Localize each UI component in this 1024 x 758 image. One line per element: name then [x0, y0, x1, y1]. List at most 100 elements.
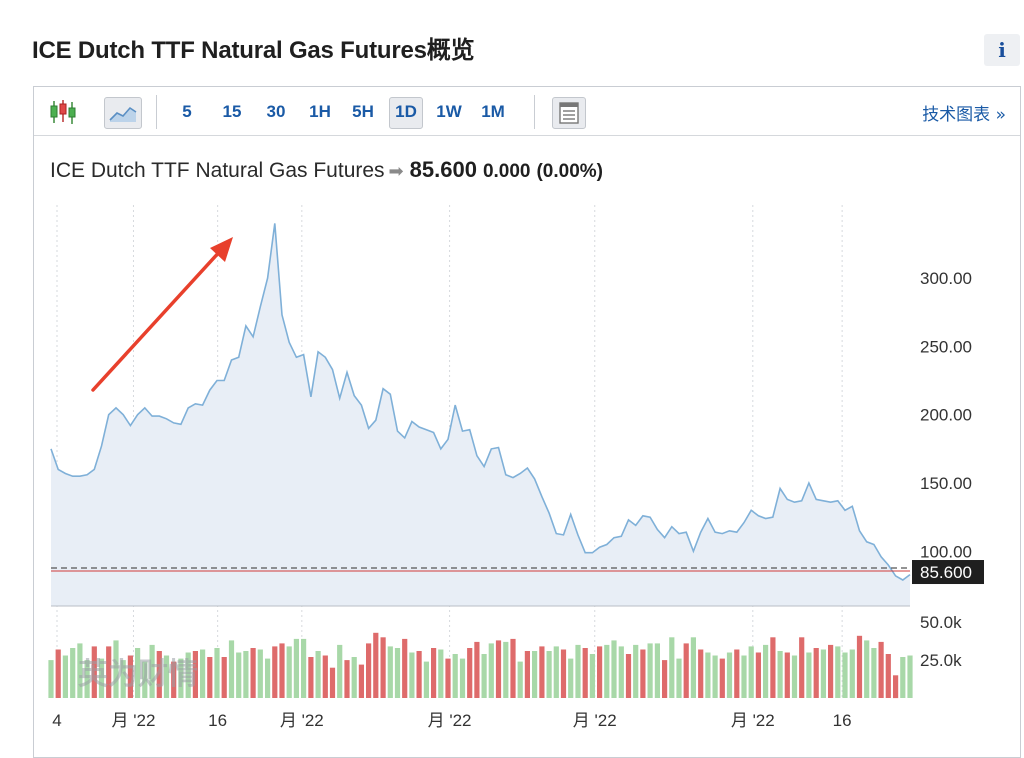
volume-bar — [849, 649, 855, 698]
volume-bar — [842, 652, 848, 698]
volume-bar — [286, 646, 292, 698]
volume-bar — [568, 658, 574, 698]
chart-toolbar: 5 15 30 1H 5H 1D 1W 1M 技术图表 » — [34, 87, 1020, 136]
volume-bar — [871, 648, 877, 698]
volume-bar — [799, 637, 805, 698]
table-view-icon[interactable] — [552, 97, 586, 129]
volume-bar — [98, 658, 105, 698]
toolbar-separator — [534, 95, 535, 129]
area-chart-icon[interactable] — [104, 97, 142, 129]
interval-1w[interactable]: 1W — [436, 102, 462, 121]
price-volume-chart: 300.00 250.00 200.00 150.00 100.00 85.600 50.0… — [48, 205, 984, 730]
interval-1d[interactable]: 1D — [389, 97, 423, 129]
volume-bar — [835, 646, 841, 698]
volume-bar — [575, 644, 581, 698]
interval-15[interactable]: 15 — [222, 102, 242, 121]
volume-bar — [70, 648, 76, 698]
quote-line: ICE Dutch TTF Natural Gas Futures ➡ 85.600… — [50, 157, 603, 183]
volume-bar — [784, 652, 790, 698]
volume-bar — [589, 654, 595, 698]
volume-bar — [763, 644, 769, 698]
volume-bar — [633, 644, 639, 698]
volume-bar — [214, 648, 220, 698]
right-arrow-icon: ➡ — [388, 161, 404, 181]
volume-bar — [474, 641, 480, 698]
volume-bar — [373, 632, 379, 698]
last-price-label-box — [912, 560, 984, 585]
volume-bar — [106, 646, 112, 698]
last-price-label: 85.600 — [920, 563, 972, 582]
volume-bar — [625, 654, 632, 698]
volume-bar — [142, 661, 148, 698]
volume-bar — [438, 649, 444, 698]
volume-bar — [539, 646, 545, 698]
volume-bar — [856, 635, 863, 698]
last-price: 85.600 — [409, 157, 477, 182]
volume-bar — [207, 657, 213, 698]
volume-bar — [308, 657, 314, 698]
volume-bar — [647, 643, 653, 698]
volume-bar — [820, 649, 826, 698]
volume-bar — [337, 644, 343, 698]
volume-bar — [315, 651, 321, 698]
volume-bar — [84, 660, 90, 698]
volume-bar — [690, 637, 696, 698]
volume-bar — [163, 655, 170, 698]
volume-bar — [770, 637, 776, 698]
volume-bar — [488, 643, 494, 698]
price-change: 0.000 — [482, 161, 531, 182]
volume-bar — [604, 644, 610, 698]
volume-bar — [431, 648, 437, 698]
volume-bar — [813, 648, 819, 698]
volume-bar — [48, 660, 54, 698]
volume-bar — [394, 648, 401, 698]
volume-bar — [329, 667, 336, 698]
volume-bar — [221, 657, 227, 698]
interval-1m[interactable]: 1M — [481, 102, 505, 121]
volume-bar — [91, 646, 97, 698]
volume-bar — [344, 660, 350, 698]
volume-bar — [358, 664, 364, 698]
volume-bar — [712, 655, 718, 698]
price-line — [50, 223, 911, 581]
volume-bar — [560, 649, 567, 698]
volume-bar — [618, 646, 624, 698]
volume-bar — [366, 643, 372, 698]
volume-bar — [532, 651, 538, 698]
volume-bar — [279, 643, 285, 698]
interval-5h[interactable]: 5H — [352, 102, 374, 121]
volume-bar — [705, 652, 711, 698]
volume-bar — [265, 658, 271, 698]
volume-bar — [755, 652, 761, 698]
volume-bar — [481, 654, 487, 698]
x-axis-tick-label: 月 '22 — [573, 711, 617, 730]
volume-bar — [828, 644, 834, 698]
volume-bar — [301, 638, 307, 698]
interval-1h[interactable]: 1H — [309, 102, 331, 121]
volume-bar — [257, 649, 263, 698]
x-axis-tick-label: 4 — [52, 711, 61, 730]
technical-chart-link[interactable]: 技术图表 » — [922, 105, 1006, 125]
volume-bar — [748, 646, 754, 698]
interval-30[interactable]: 30 — [266, 102, 286, 121]
annotation-arrowhead — [210, 237, 233, 262]
volume-bar — [893, 675, 899, 699]
volume-bar — [582, 648, 588, 698]
volume-bar — [351, 657, 357, 698]
volume-bar — [171, 661, 177, 698]
volume-bar — [719, 658, 725, 698]
volume-bar — [878, 641, 884, 698]
candlestick-icon[interactable] — [48, 97, 78, 127]
volume-bar — [452, 654, 458, 698]
volume-bar — [683, 643, 689, 698]
volume-bar — [416, 651, 422, 698]
watermark-logo: 英为财情 — [78, 657, 198, 692]
price-axis-tick-label: 250.00 — [920, 337, 972, 356]
price-area — [51, 223, 910, 606]
price-axis-tick-label: 200.00 — [920, 406, 972, 425]
volume-bar — [322, 655, 328, 698]
info-button[interactable]: i — [984, 34, 1020, 66]
volume-bar — [495, 640, 502, 698]
interval-5[interactable]: 5 — [182, 102, 192, 121]
volume-bar — [387, 646, 393, 698]
